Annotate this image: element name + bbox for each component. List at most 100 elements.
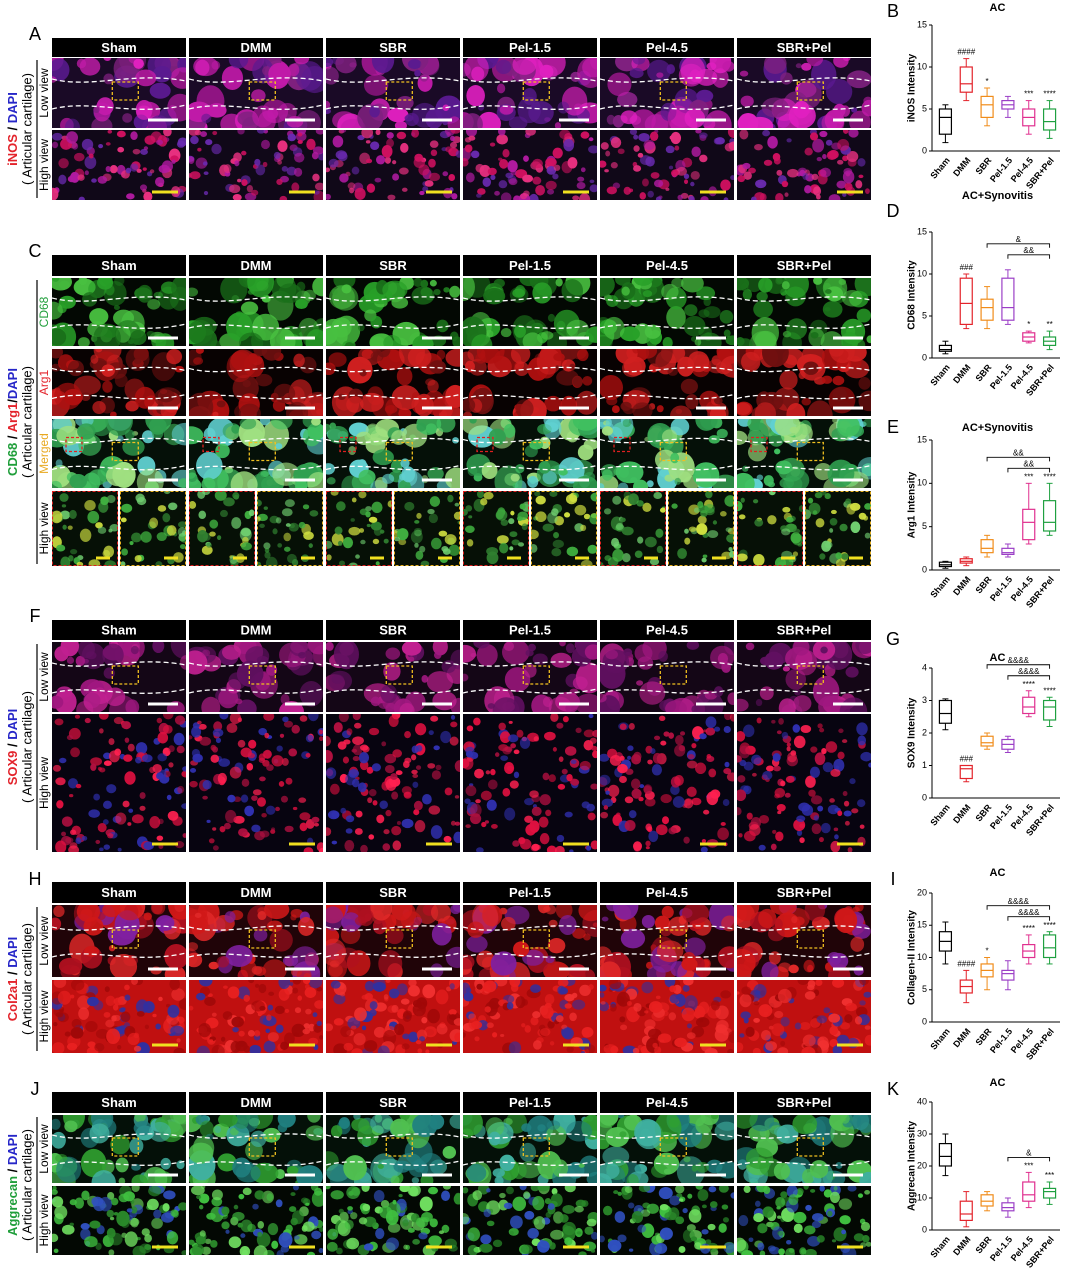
cell (535, 185, 546, 196)
micrograph (189, 642, 323, 712)
cell (638, 796, 644, 802)
cell (767, 136, 778, 149)
cell (454, 795, 460, 799)
cell (211, 143, 222, 155)
cell (672, 796, 685, 808)
cell (401, 1043, 410, 1050)
cell (155, 915, 175, 931)
cell (131, 1186, 140, 1193)
cell (89, 1043, 96, 1051)
cell (102, 549, 111, 558)
cell (500, 519, 509, 526)
cell (52, 1233, 59, 1243)
cell (772, 829, 777, 834)
cell (55, 840, 67, 852)
cell (394, 120, 407, 128)
cell (429, 1218, 438, 1228)
cell (553, 352, 565, 362)
cell (536, 1186, 550, 1192)
cell (104, 560, 116, 566)
cell (664, 1211, 677, 1221)
cell (363, 74, 389, 96)
stain-part: Col2a1 (5, 979, 20, 1022)
cell (374, 177, 382, 183)
cell (774, 419, 801, 438)
cell (473, 717, 481, 726)
cell (603, 1205, 613, 1216)
cell (103, 667, 115, 679)
cell (575, 390, 597, 415)
cell (588, 714, 594, 719)
cell (52, 328, 67, 346)
cell (463, 411, 473, 416)
cell (778, 1248, 785, 1255)
cell (259, 419, 271, 426)
cell (354, 828, 363, 835)
group-label: Pel-1.5 (509, 622, 551, 637)
cell (578, 1251, 587, 1255)
cell (565, 493, 578, 505)
cell (517, 96, 541, 124)
cell (402, 1012, 412, 1022)
cell (678, 63, 704, 87)
cell (537, 1240, 550, 1253)
cell (642, 178, 649, 187)
cell (576, 181, 586, 190)
cell (192, 753, 203, 763)
cell (293, 167, 303, 177)
cell (308, 1023, 316, 1032)
cell (778, 698, 796, 712)
chart-title: AC+Synovitis (962, 190, 1033, 202)
cell (433, 288, 441, 296)
cell (758, 278, 773, 293)
cell (836, 1034, 850, 1047)
cell (825, 139, 833, 146)
cell (780, 780, 786, 787)
cell (660, 793, 672, 804)
cell (566, 319, 589, 339)
cell (331, 840, 338, 845)
cell (539, 833, 550, 845)
cell (658, 715, 666, 721)
cell (244, 805, 255, 817)
cell (234, 160, 240, 167)
cell (342, 537, 354, 549)
cell (220, 113, 243, 128)
cell (336, 1247, 343, 1255)
cell (605, 150, 611, 157)
cell (399, 1186, 410, 1193)
cell (706, 754, 712, 759)
cell (837, 810, 843, 817)
cell (809, 766, 821, 778)
cell (684, 108, 706, 128)
cell (863, 419, 871, 428)
cell (466, 1163, 487, 1183)
cell (856, 722, 868, 736)
cell (419, 545, 426, 553)
cell (546, 845, 557, 852)
cell (176, 140, 186, 148)
cell (752, 772, 757, 777)
cell (217, 1153, 237, 1172)
stain-part: / (5, 123, 20, 134)
cell (398, 408, 412, 416)
cell (216, 956, 230, 968)
cell (778, 962, 791, 973)
cell (799, 1247, 807, 1255)
cell (621, 526, 634, 536)
stain-part: / (5, 968, 20, 979)
cell (638, 1186, 651, 1193)
cell (559, 1214, 569, 1223)
cell (264, 547, 270, 553)
cell (371, 763, 381, 772)
group-label: Sham (101, 258, 136, 273)
stain-part: / (5, 740, 20, 751)
cell (210, 340, 221, 346)
cell (829, 1025, 839, 1036)
cell (199, 1230, 206, 1238)
cell (521, 523, 528, 531)
row-label: Arg1 (37, 370, 51, 396)
cell (693, 1005, 706, 1019)
cell (201, 477, 216, 488)
cell (429, 496, 441, 507)
